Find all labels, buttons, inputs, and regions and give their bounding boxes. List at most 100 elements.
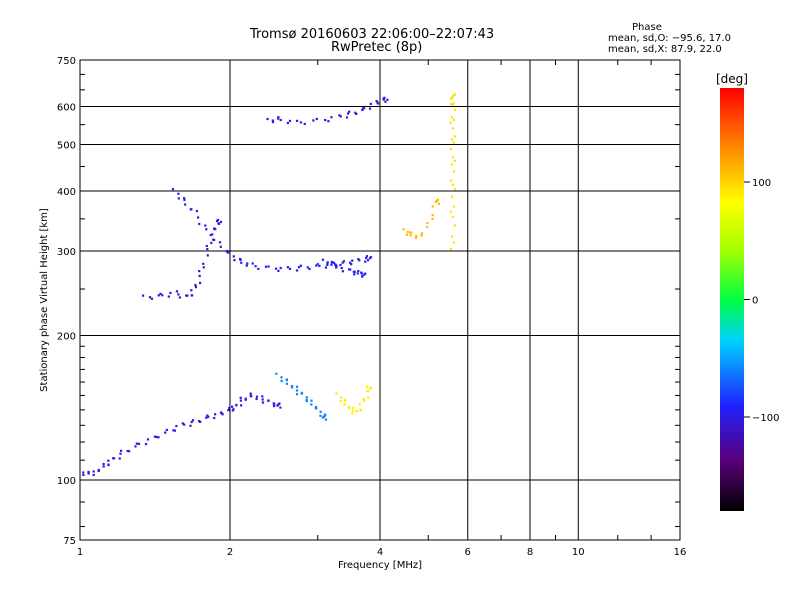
data-point	[255, 397, 258, 401]
data-point	[358, 259, 361, 262]
data-point	[324, 118, 327, 122]
data-point	[452, 118, 456, 122]
data-point	[352, 270, 355, 273]
data-point	[171, 188, 175, 191]
data-point	[194, 286, 198, 289]
data-point	[361, 275, 364, 278]
data-point	[189, 424, 192, 427]
data-point	[288, 119, 292, 123]
data-point	[196, 216, 200, 219]
colorbar-label: [deg]	[716, 72, 748, 86]
data-point	[342, 260, 346, 263]
data-point	[226, 249, 229, 253]
data-point	[330, 116, 333, 119]
data-point	[326, 263, 329, 267]
data-point	[357, 257, 360, 261]
data-point	[452, 102, 456, 105]
data-point	[135, 442, 138, 445]
data-point	[205, 228, 208, 231]
data-point	[231, 405, 234, 408]
data-point	[181, 422, 184, 425]
data-point	[271, 119, 274, 122]
data-point	[107, 459, 110, 462]
data-point	[198, 274, 201, 278]
data-point	[198, 222, 201, 226]
data-point	[351, 259, 354, 262]
data-point	[285, 382, 289, 385]
data-point	[285, 379, 288, 382]
data-point	[426, 226, 429, 229]
data-point	[324, 266, 328, 269]
data-point	[376, 101, 379, 104]
data-point	[235, 404, 238, 407]
data-point	[112, 457, 116, 460]
data-point	[306, 266, 309, 269]
data-point	[451, 156, 455, 159]
data-point	[195, 210, 199, 213]
data-point	[386, 98, 389, 101]
data-point	[255, 395, 259, 398]
data-point	[353, 273, 356, 276]
data-point	[275, 372, 278, 375]
data-point	[377, 102, 380, 105]
data-point	[335, 266, 338, 269]
data-point	[369, 102, 372, 105]
data-point	[250, 395, 253, 398]
data-point	[366, 389, 370, 392]
data-point	[240, 261, 243, 264]
data-point	[327, 120, 330, 123]
data-point	[431, 214, 434, 217]
data-point	[277, 117, 280, 120]
data-point	[452, 141, 456, 144]
data-point	[183, 197, 186, 200]
data-point	[219, 220, 223, 224]
data-point	[319, 414, 322, 417]
data-point	[310, 399, 313, 402]
data-point	[165, 428, 168, 432]
x-tick-label: 10	[572, 547, 585, 558]
data-point	[249, 392, 252, 395]
data-point	[452, 241, 456, 244]
data-point	[118, 457, 121, 460]
data-point	[363, 107, 366, 110]
data-point	[273, 402, 276, 405]
data-point	[159, 292, 162, 295]
data-point	[308, 267, 311, 271]
data-point	[450, 163, 454, 166]
data-point	[272, 405, 276, 408]
data-point	[330, 260, 333, 264]
data-point	[290, 384, 294, 388]
data-point	[449, 97, 453, 100]
data-point	[330, 263, 333, 266]
data-point	[202, 262, 205, 265]
data-point	[348, 110, 351, 113]
data-point	[290, 386, 294, 389]
plot-frame	[79, 59, 681, 541]
data-point	[452, 94, 456, 97]
data-point	[206, 414, 209, 417]
data-point	[343, 403, 346, 406]
data-point	[357, 269, 360, 273]
data-point	[449, 102, 453, 106]
data-point	[246, 262, 249, 265]
data-point	[185, 294, 188, 297]
y-tick-label: 75	[63, 536, 76, 547]
data-point	[280, 379, 283, 383]
data-point	[215, 219, 219, 223]
data-point	[271, 120, 275, 124]
axes: 1 2 4 6 8 10 16 75 100 200 300 400 500 600 750 Frequenc…	[39, 56, 686, 571]
data-point	[267, 265, 270, 268]
data-point	[332, 261, 335, 264]
data-point	[367, 396, 370, 399]
data-point	[178, 296, 181, 299]
data-point	[205, 244, 208, 248]
data-point	[197, 419, 201, 423]
data-point	[280, 376, 283, 379]
data-point	[267, 399, 270, 402]
data-point	[326, 261, 329, 264]
data-point	[204, 224, 207, 227]
data-point	[161, 294, 164, 297]
data-point	[365, 385, 369, 388]
data-point	[361, 108, 364, 112]
data-point	[198, 281, 202, 285]
